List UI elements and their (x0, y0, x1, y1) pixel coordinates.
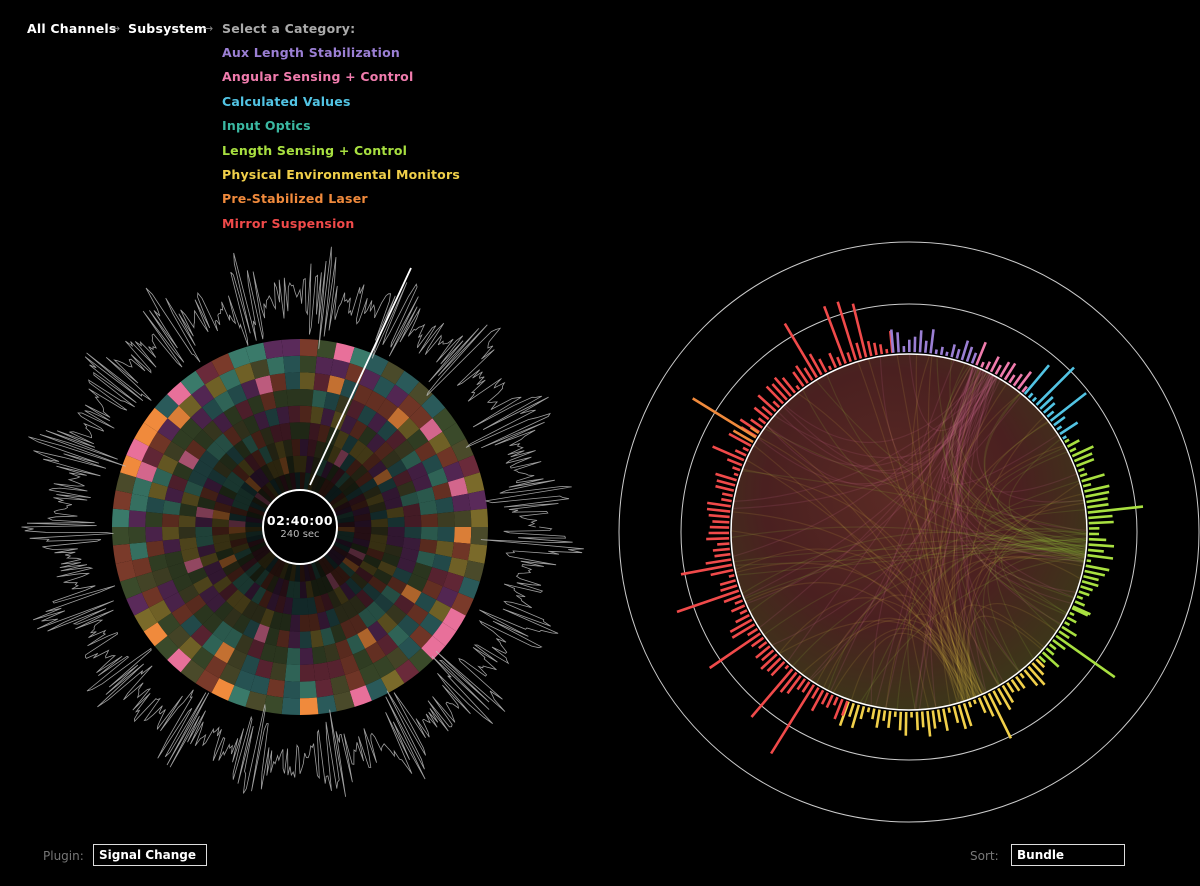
category-item[interactable]: Calculated Values (222, 93, 351, 109)
category-item[interactable]: Mirror Suspension (222, 215, 355, 231)
category-list: Aux Length Stabilization Angular Sensing … (222, 45, 460, 240)
category-item[interactable]: Aux Length Stabilization (222, 45, 400, 60)
playhead-line[interactable] (309, 267, 412, 486)
heatmap-rings (112, 338, 488, 715)
channel-links (730, 353, 1088, 711)
bundle-core (731, 354, 1087, 710)
sort-select[interactable]: Bundle (1011, 844, 1125, 866)
outer-ring (618, 241, 1200, 823)
sort-label: Sort: (970, 849, 999, 863)
category-item[interactable]: Physical Environmental Monitors (222, 166, 460, 182)
duration-value: 240 sec (280, 529, 320, 540)
plugin-label: Plugin: (43, 849, 84, 863)
middle-ring (680, 303, 1138, 761)
arrow-right-icon: → (111, 22, 121, 35)
category-item[interactable]: Input Optics (222, 118, 311, 134)
signal-waveform (21, 246, 584, 797)
breadcrumb-subsystem[interactable]: Subsystem (128, 21, 208, 36)
category-item[interactable]: Length Sensing + Control (222, 142, 408, 158)
time-value: 02:40:00 (266, 513, 334, 528)
category-item[interactable]: Pre-Stabilized Laser (222, 191, 368, 207)
channel-bars (676, 301, 1144, 755)
arrow-right-icon: → (204, 22, 214, 35)
plugin-select[interactable]: Signal Change (93, 844, 207, 866)
time-readout[interactable]: 02:40:00 240 sec (262, 489, 338, 565)
category-item[interactable]: Angular Sensing + Control (222, 69, 414, 85)
breadcrumb-all-channels[interactable]: All Channels (27, 21, 117, 36)
select-category-title: Select a Category: (222, 21, 356, 36)
